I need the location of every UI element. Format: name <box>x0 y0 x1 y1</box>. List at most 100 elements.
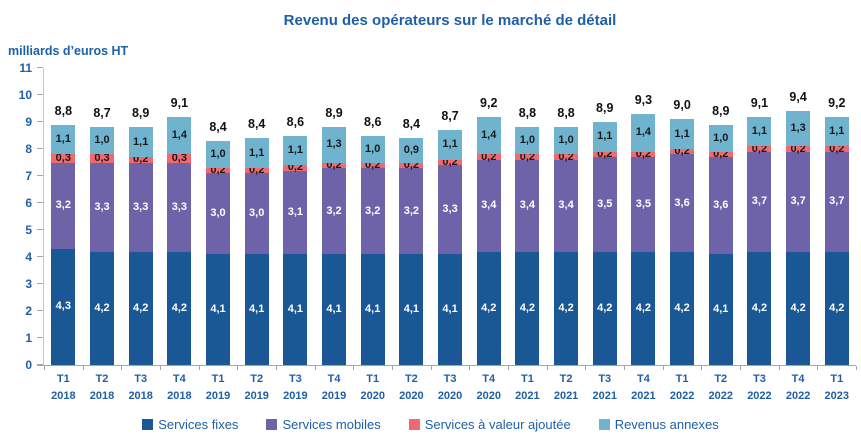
legend: Services fixes Services mobiles Services à… <box>0 417 861 432</box>
x-axis-label-year: 2018 <box>51 390 76 402</box>
x-axis-label: T4 2020 <box>469 371 508 405</box>
bar-total-label: 8,8 <box>557 106 575 121</box>
y-tick-mark <box>37 256 43 257</box>
legend-item-services-a-valeur-ajoutee: Services à valeur ajoutée <box>408 417 571 432</box>
segment-services-mobiles: 3,5 <box>592 157 617 252</box>
segment-value-label: 0,2 <box>519 150 536 163</box>
bars-row: 8,8 4,3 3,2 0,3 1,1 8,7 4,2 3,3 0,3 1,0 8,9 4,2 3,3 0… <box>44 68 856 365</box>
y-tick-label: 11 <box>19 61 32 75</box>
y-tick-mark <box>37 148 43 149</box>
segment-services-a-valeur-ajoutee: 0,2 <box>322 159 347 170</box>
x-axis-label-year: 2020 <box>399 390 424 402</box>
segment-value-label: 1,3 <box>790 122 806 135</box>
segment-services-a-valeur-ajoutee: 0,2 <box>631 148 656 159</box>
x-tick-mark <box>701 366 703 370</box>
bar-total-label: 9,3 <box>634 92 653 107</box>
x-axis-label-quarter: T3 <box>753 373 766 385</box>
x-axis-label: T4 2022 <box>779 371 818 405</box>
segment-value-label: 1,1 <box>55 133 71 146</box>
bar-slot-t3-2021: 8,9 4,2 3,5 0,2 1,1 <box>585 68 624 365</box>
bar-slot-t3-2019: 8,6 4,1 3,1 0,2 1,1 <box>276 68 315 365</box>
segment-value-label: 0,2 <box>365 158 381 171</box>
x-axis-label: T2 2022 <box>701 371 740 405</box>
stacked-bar-t3-2022: 4,2 3,7 0,2 1,1 <box>747 116 772 365</box>
bar-slot-t2-2019: 8,4 4,1 3,0 0,2 1,1 <box>237 68 276 365</box>
x-tick-mark <box>740 366 741 370</box>
x-axis-label-year: 2018 <box>167 390 192 402</box>
bar-total-label: 8,4 <box>402 117 421 132</box>
segment-revenus-annexes: 1,4 <box>167 116 192 155</box>
segment-revenus-annexes: 1,0 <box>515 127 540 155</box>
bar-total-label: 8,4 <box>248 117 266 132</box>
segment-value-label: 4,2 <box>94 301 110 314</box>
y-tick-label: 10 <box>18 88 32 102</box>
segment-value-label: 0,2 <box>713 147 729 160</box>
segment-services-a-valeur-ajoutee: 0,2 <box>399 158 424 171</box>
bar-slot-t4-2021: 9,3 4,2 3,5 0,2 1,4 <box>624 68 663 365</box>
bar-slot-t1-2020: 8,6 4,1 3,2 0,2 1,0 <box>353 68 392 365</box>
x-axis-label-year: 2019 <box>244 390 269 402</box>
segment-value-label: 4,1 <box>713 303 729 316</box>
segment-services-fixes: 4,2 <box>592 251 617 365</box>
x-tick-mark <box>276 366 277 370</box>
segment-revenus-annexes: 1,1 <box>592 122 617 152</box>
y-axis-line <box>43 68 44 365</box>
segment-value-label: 0,2 <box>558 150 574 163</box>
segment-value-label: 0,2 <box>674 145 690 158</box>
segment-value-label: 1,1 <box>249 146 265 159</box>
segment-value-label: 0,3 <box>94 151 110 164</box>
x-axis-label: T3 2021 <box>585 371 624 405</box>
segment-services-fixes: 4,1 <box>206 254 231 365</box>
bar-slot-t3-2020: 8,7 4,1 3,3 0,2 1,1 <box>431 68 470 365</box>
segment-value-label: 1,1 <box>133 135 149 148</box>
x-tick-mark <box>353 366 355 370</box>
x-axis-label-year: 2019 <box>205 390 231 402</box>
x-tick-mark <box>44 366 45 370</box>
stacked-bar-t3-2021: 4,2 3,5 0,2 1,1 <box>592 122 617 365</box>
segment-services-fixes: 4,1 <box>244 254 269 365</box>
bar-total-label: 8,9 <box>325 106 343 121</box>
segment-value-label: 3,4 <box>519 199 536 212</box>
x-axis-label: T4 2019 <box>315 371 354 405</box>
x-axis-label: T2 2021 <box>547 371 586 405</box>
x-axis-label-year: 2020 <box>437 390 463 402</box>
bar-total-label: 8,6 <box>364 114 382 129</box>
x-axis-label-year: 2022 <box>669 390 695 402</box>
segment-value-label: 4,2 <box>133 301 149 314</box>
stacked-bar-t2-2018: 4,2 3,3 0,3 1,0 <box>90 127 114 365</box>
segment-value-label: 4,1 <box>210 303 226 316</box>
bar-total-label: 8,9 <box>712 103 730 118</box>
x-axis-label-year: 2021 <box>553 390 579 402</box>
segment-value-label: 4,1 <box>442 303 458 316</box>
bar-total-label: 9,1 <box>750 95 769 110</box>
y-tick-mark <box>37 121 43 122</box>
segment-services-fixes: 4,1 <box>322 254 347 365</box>
segment-value-label: 1,1 <box>674 127 690 140</box>
y-tick-mark <box>37 94 43 95</box>
segment-services-mobiles: 3,5 <box>631 157 656 252</box>
segment-revenus-annexes: 1,1 <box>51 124 76 155</box>
x-axis-label: T3 2022 <box>740 371 779 405</box>
x-tick-mark <box>237 366 239 370</box>
bar-total-label: 9,2 <box>828 95 846 110</box>
segment-services-mobiles: 3,7 <box>824 151 849 252</box>
segment-value-label: 3,3 <box>94 200 110 213</box>
segment-value-label: 3,0 <box>249 207 265 220</box>
x-axis-label-year: 2022 <box>708 390 733 402</box>
x-axis-label-quarter: T4 <box>636 373 650 385</box>
legend-label: Services à valeur ajoutée <box>424 417 571 432</box>
segment-value-label: 4,2 <box>558 301 574 314</box>
segment-value-label: 0,2 <box>403 158 420 171</box>
segment-value-label: 4,2 <box>519 301 536 314</box>
legend-item-revenus-annexes: Revenus annexes <box>598 417 719 432</box>
segment-value-label: 3,0 <box>210 207 226 220</box>
x-axis-label: T3 2018 <box>121 371 160 405</box>
segment-value-label: 0,2 <box>790 142 806 155</box>
x-axis-label-year: 2022 <box>785 390 811 402</box>
stacked-bar-t1-2021: 4,2 3,4 0,2 1,0 <box>515 127 540 365</box>
segment-value-label: 0,2 <box>829 142 845 155</box>
segment-value-label: 4,1 <box>326 303 342 316</box>
x-axis-label-year: 2018 <box>128 390 153 402</box>
bar-slot-t2-2021: 8,8 4,2 3,4 0,2 1,0 <box>547 68 586 365</box>
segment-services-fixes: 4,2 <box>167 251 192 365</box>
